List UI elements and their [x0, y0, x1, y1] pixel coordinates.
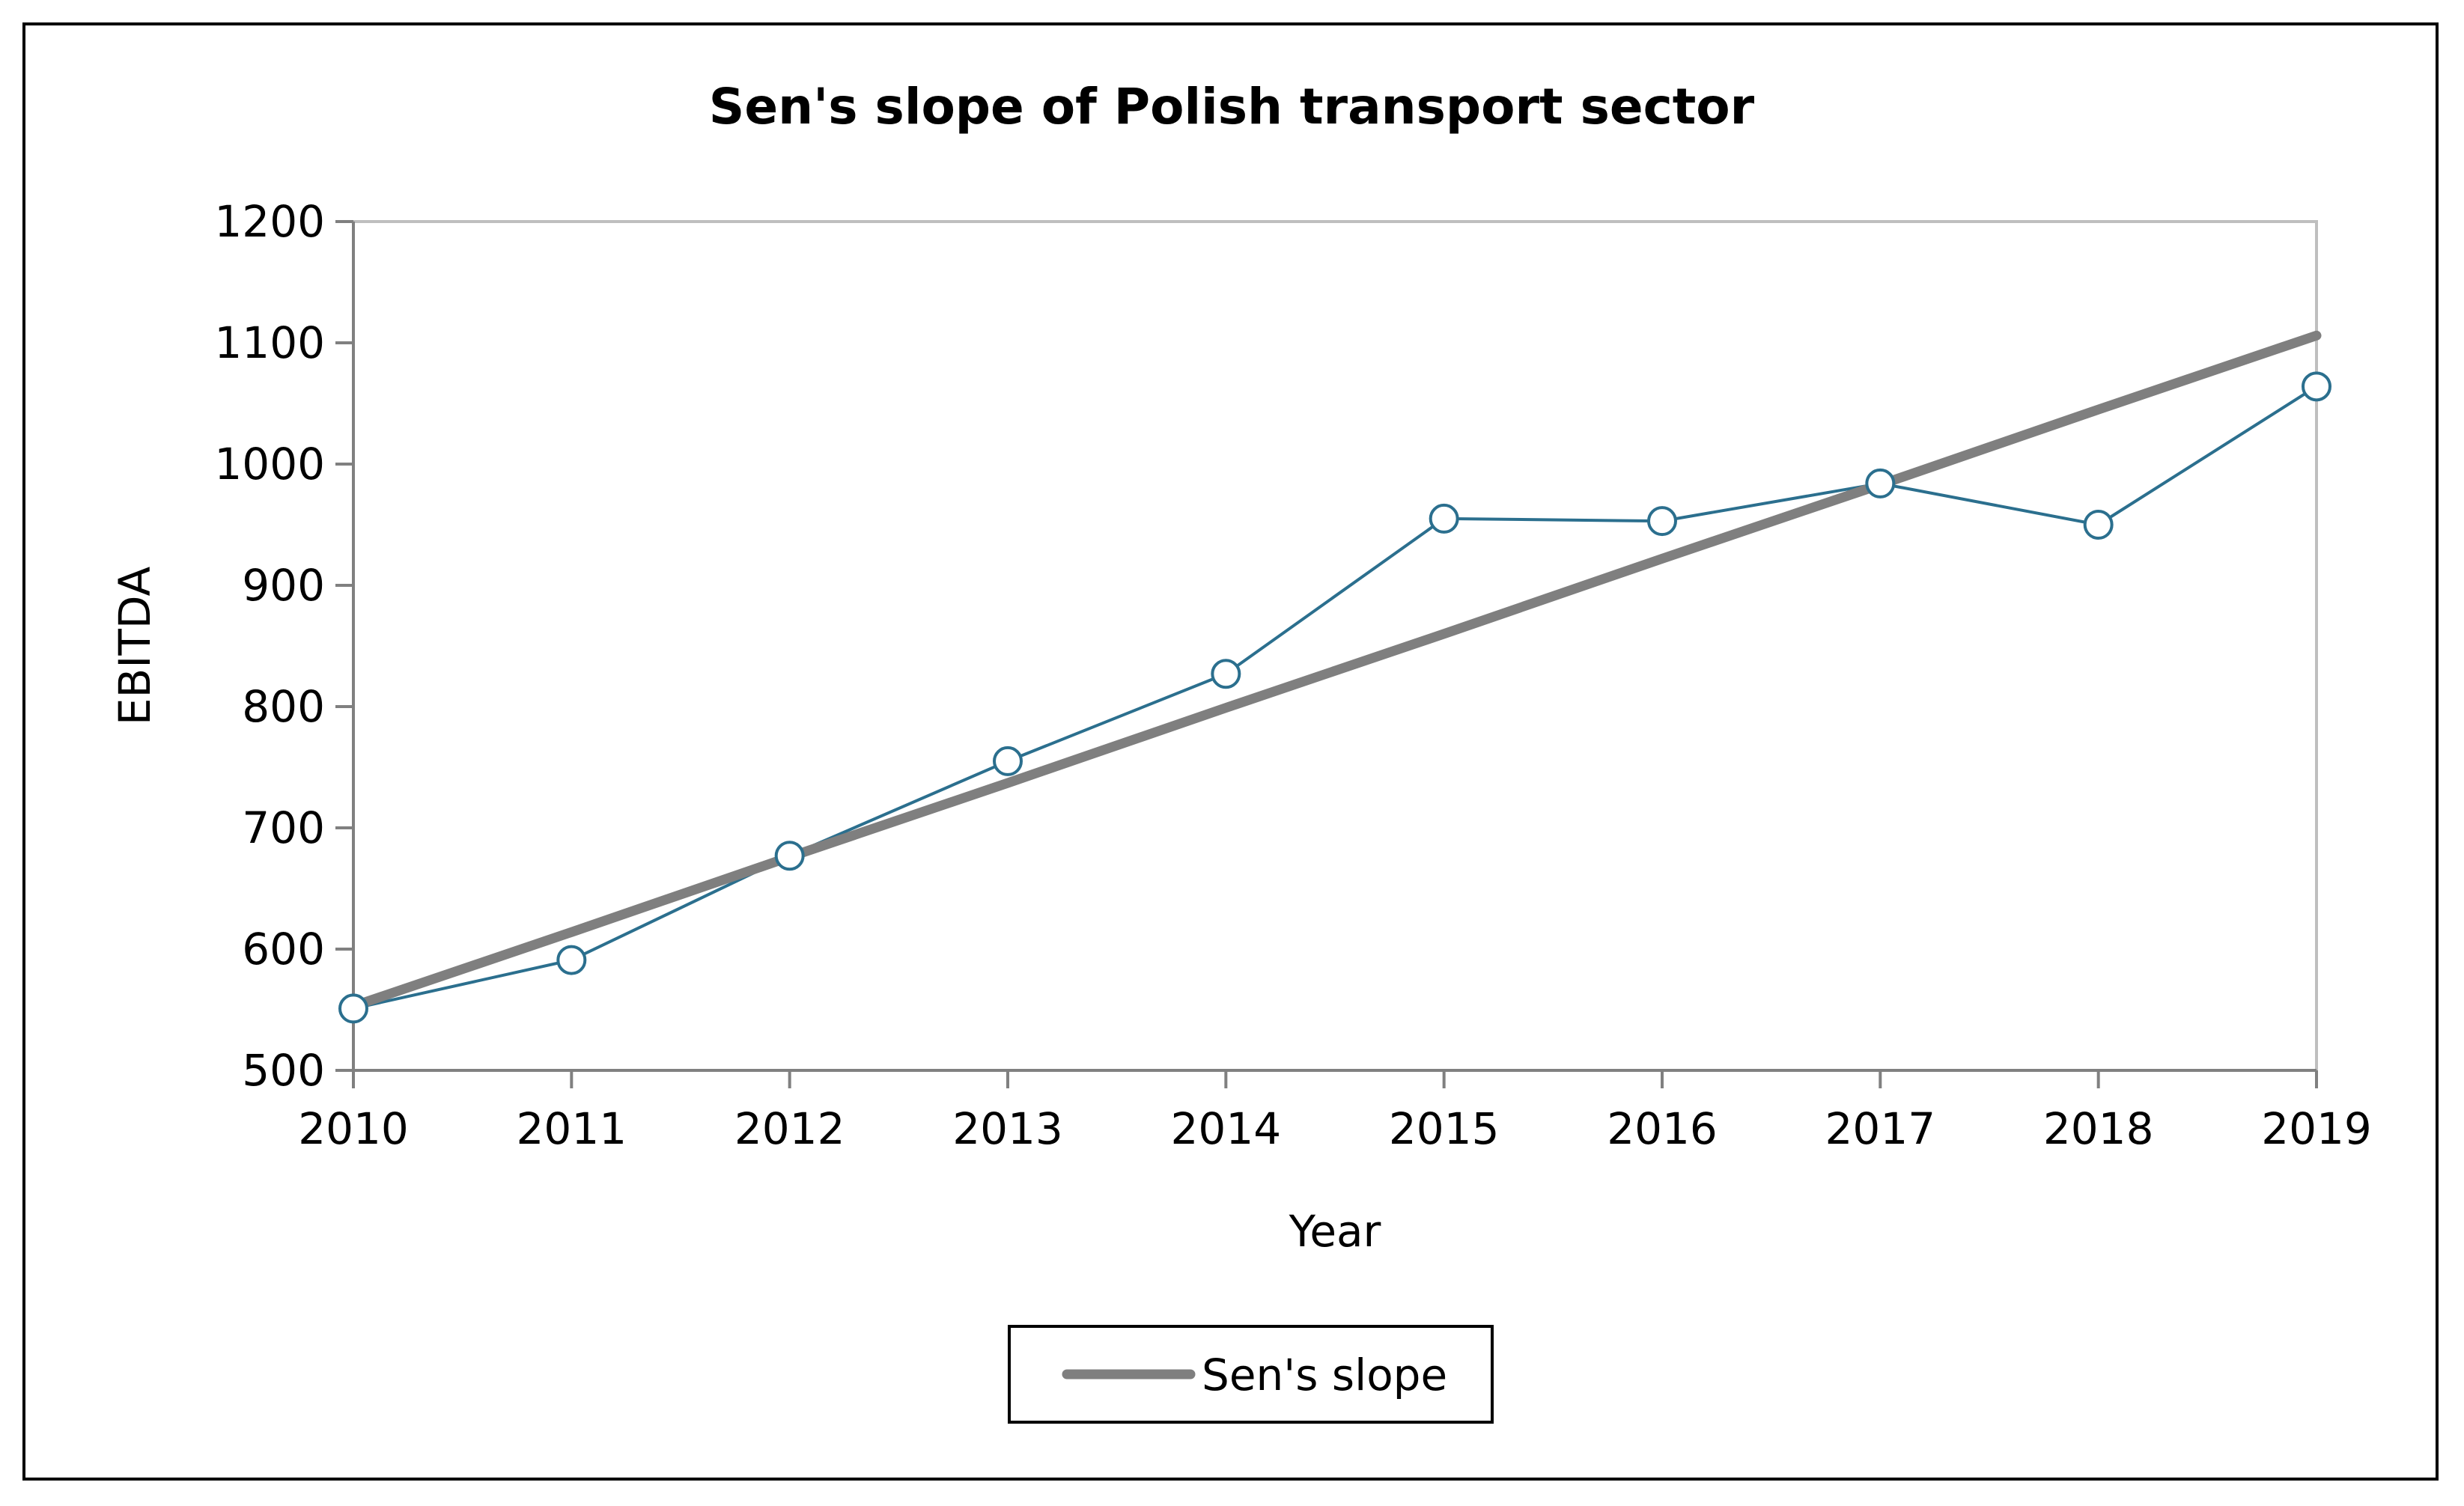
data-point-ebitda: [993, 746, 1023, 776]
chart-title: Sen's slope of Polish transport sector: [709, 78, 1755, 135]
plot-area: [352, 220, 2318, 1072]
x-tick-label: 2017: [1825, 1103, 1936, 1154]
x-tick-label: 2015: [1389, 1103, 1500, 1154]
y-axis-ticks: 500 600 700 800 900 1000 1100 1200: [214, 196, 353, 1096]
x-tick-label: 2012: [734, 1103, 845, 1154]
data-point-ebitda: [1211, 659, 1241, 689]
x-tick-label: 2019: [2261, 1103, 2372, 1154]
x-tick-label: 2014: [1171, 1103, 1282, 1154]
y-tick-label: 900: [242, 560, 325, 611]
x-tick-label: 2011: [517, 1103, 627, 1154]
data-point-ebitda: [1865, 468, 1896, 499]
y-tick-label: 500: [242, 1045, 325, 1096]
data-point-ebitda: [556, 945, 587, 975]
series-line-sens-slope: [348, 330, 2322, 1011]
y-axis-title: EBITDA: [109, 567, 160, 726]
series-layer: [338, 330, 2331, 1024]
series-line-ebitda: [353, 385, 2318, 1010]
data-point-ebitda: [2083, 510, 2114, 540]
data-point-ebitda: [1429, 503, 1459, 534]
data-point-ebitda: [338, 993, 368, 1024]
legend: Sen's slope: [1008, 1325, 1494, 1424]
y-tick-label: 1000: [214, 439, 325, 490]
y-tick-label: 1200: [214, 196, 325, 247]
y-tick-label: 800: [242, 681, 325, 732]
x-tick-label: 2013: [952, 1103, 1063, 1154]
legend-label-sens-slope: Sen's slope: [1202, 1350, 1447, 1400]
y-tick-label: 700: [242, 802, 325, 853]
x-tick-label: 2016: [1607, 1103, 1718, 1154]
y-tick-label: 1100: [214, 317, 325, 368]
data-point-ebitda: [1647, 506, 1677, 537]
x-tick-label: 2018: [2043, 1103, 2154, 1154]
x-axis-ticks: 2010 2011 2012 2013 2014 2015 2016 2017 2018 2019: [298, 1070, 2372, 1154]
x-tick-label: 2010: [298, 1103, 409, 1154]
chart-frame: [22, 22, 2439, 1481]
data-point-ebitda: [774, 841, 805, 871]
y-tick-label: 600: [242, 924, 325, 975]
data-point-ebitda: [2302, 371, 2331, 402]
x-axis-title: Year: [1289, 1206, 1381, 1257]
